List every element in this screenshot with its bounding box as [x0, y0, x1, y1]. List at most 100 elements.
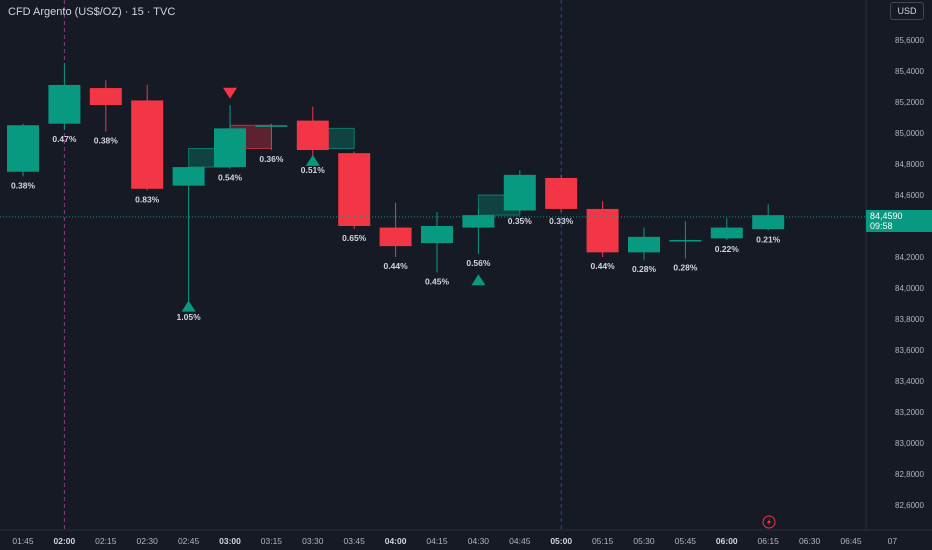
- candle-change-label: 0.28%: [632, 264, 657, 274]
- candle-body: [752, 215, 785, 230]
- y-tick-label: 84,8000: [895, 160, 924, 169]
- up-arrow-marker: [305, 154, 320, 166]
- candle-body: [628, 236, 660, 253]
- candle-change-label: 0.54%: [218, 173, 243, 183]
- candle-body: [545, 177, 578, 209]
- candle: [338, 151, 371, 230]
- candle-change-label: 0.28%: [673, 263, 698, 273]
- candle-change-label: 0.83%: [135, 194, 160, 204]
- candle-change-label: 0.45%: [425, 277, 450, 287]
- candle-change-label: 0.33%: [549, 216, 574, 226]
- candle: [421, 212, 453, 273]
- candle-body: [710, 227, 743, 239]
- candle-body: [379, 227, 412, 247]
- candle-change-label: 0.47%: [52, 134, 77, 144]
- y-tick-label: 83,0000: [895, 439, 924, 448]
- candle: [89, 80, 122, 132]
- x-tick-label: 01:45: [12, 536, 34, 546]
- candle-change-label: 0.36%: [259, 154, 284, 164]
- y-tick-label: 84,0000: [895, 284, 924, 293]
- x-tick-label: 02:30: [137, 536, 159, 546]
- candle: [503, 170, 536, 213]
- x-tick-label: 02:45: [178, 536, 200, 546]
- signal-markers: [181, 87, 486, 312]
- candle: [710, 218, 743, 240]
- y-tick-label: 83,8000: [895, 315, 924, 324]
- candle: [131, 84, 164, 191]
- candle-change-label: 0.44%: [591, 261, 616, 271]
- candle-change-label: 0.44%: [384, 261, 409, 271]
- x-tick-label: 05:00: [550, 536, 572, 546]
- y-tick-label: 83,6000: [895, 346, 924, 355]
- x-tick-label: 06:15: [758, 536, 780, 546]
- candle: [586, 201, 619, 257]
- candle: [214, 105, 246, 169]
- x-tick-label: 03:30: [302, 536, 324, 546]
- time-axis[interactable]: 01:45 02:00 02:15 02:30 02:45 03:00 03:15 03:30…: [12, 536, 897, 546]
- candle-body: [7, 125, 39, 172]
- candle-body: [214, 128, 246, 168]
- y-tick-label: 85,4000: [895, 67, 924, 76]
- candle-body: [255, 125, 288, 127]
- candle-change-label: 0.38%: [94, 135, 119, 145]
- candle-change-label: 0.56%: [466, 258, 491, 268]
- countdown-timer: 09:58: [870, 221, 893, 231]
- y-tick-label: 85,2000: [895, 98, 924, 107]
- x-tick-label: 06:30: [799, 536, 821, 546]
- candle: [462, 208, 495, 254]
- session-lines: [63, 0, 562, 530]
- candle: [545, 174, 578, 213]
- candle-change-label: 1.05%: [177, 312, 202, 322]
- candle: [296, 106, 329, 161]
- x-tick-label: 05:15: [592, 536, 614, 546]
- candle-change-label: 0.51%: [301, 165, 326, 175]
- down-arrow-marker: [223, 87, 237, 99]
- candle: [48, 63, 81, 130]
- x-tick-label: 02:15: [95, 536, 117, 546]
- chart-title: CFD Argento (US$/OZ) · 15 · TVC: [8, 6, 176, 18]
- candle-body: [669, 239, 702, 242]
- up-arrow-marker: [181, 300, 196, 312]
- candle-body: [131, 100, 164, 189]
- up-arrow-marker: [471, 274, 486, 286]
- lightning-icon[interactable]: [762, 515, 776, 529]
- candle: [669, 221, 702, 259]
- y-tick-label: 85,6000: [895, 36, 924, 45]
- candle-body: [462, 215, 495, 228]
- candle-change-label: 0.21%: [756, 235, 781, 245]
- y-tick-label: 83,4000: [895, 377, 924, 386]
- x-tick-label: 06:00: [716, 536, 738, 546]
- currency-button[interactable]: USD: [890, 2, 924, 20]
- candle-body: [172, 167, 205, 186]
- candle-body: [296, 120, 329, 151]
- candle-body: [48, 84, 81, 124]
- x-tick-label: 03:45: [344, 536, 366, 546]
- candle: [752, 204, 785, 231]
- x-tick-label: 04:45: [509, 536, 531, 546]
- x-tick-label: 03:15: [261, 536, 283, 546]
- y-tick-label: 82,8000: [895, 470, 924, 479]
- x-tick-label: 07: [888, 536, 898, 546]
- candle: [255, 123, 288, 151]
- y-tick-label: 82,6000: [895, 501, 924, 510]
- candle-body: [586, 208, 619, 253]
- y-tick-label: 84,2000: [895, 253, 924, 262]
- x-tick-label: 05:45: [675, 536, 697, 546]
- last-price-tag: 84,4590 09:58: [866, 210, 932, 232]
- candle-labels: 0.38% 0.47% 0.38% 0.83% 1.05% 0.54% 0.36% 0.51%…: [11, 134, 781, 322]
- candle-body: [503, 174, 536, 211]
- candle: [628, 227, 660, 261]
- price-axis[interactable]: 85,6000 85,4000 85,2000 85,0000 84,8000 84,60…: [895, 36, 924, 510]
- x-tick-label: 05:30: [633, 536, 655, 546]
- x-tick-label: 02:00: [54, 536, 76, 546]
- candle-change-label: 0.22%: [715, 244, 740, 254]
- x-tick-label: 04:00: [385, 536, 407, 546]
- candle-body: [89, 88, 122, 106]
- x-tick-label: 03:00: [219, 536, 241, 546]
- candle-body: [421, 226, 453, 244]
- y-tick-label: 83,2000: [895, 408, 924, 417]
- candle: [379, 202, 412, 257]
- last-price-value: 84,4590: [870, 211, 903, 221]
- candle-change-label: 0.35%: [508, 216, 533, 226]
